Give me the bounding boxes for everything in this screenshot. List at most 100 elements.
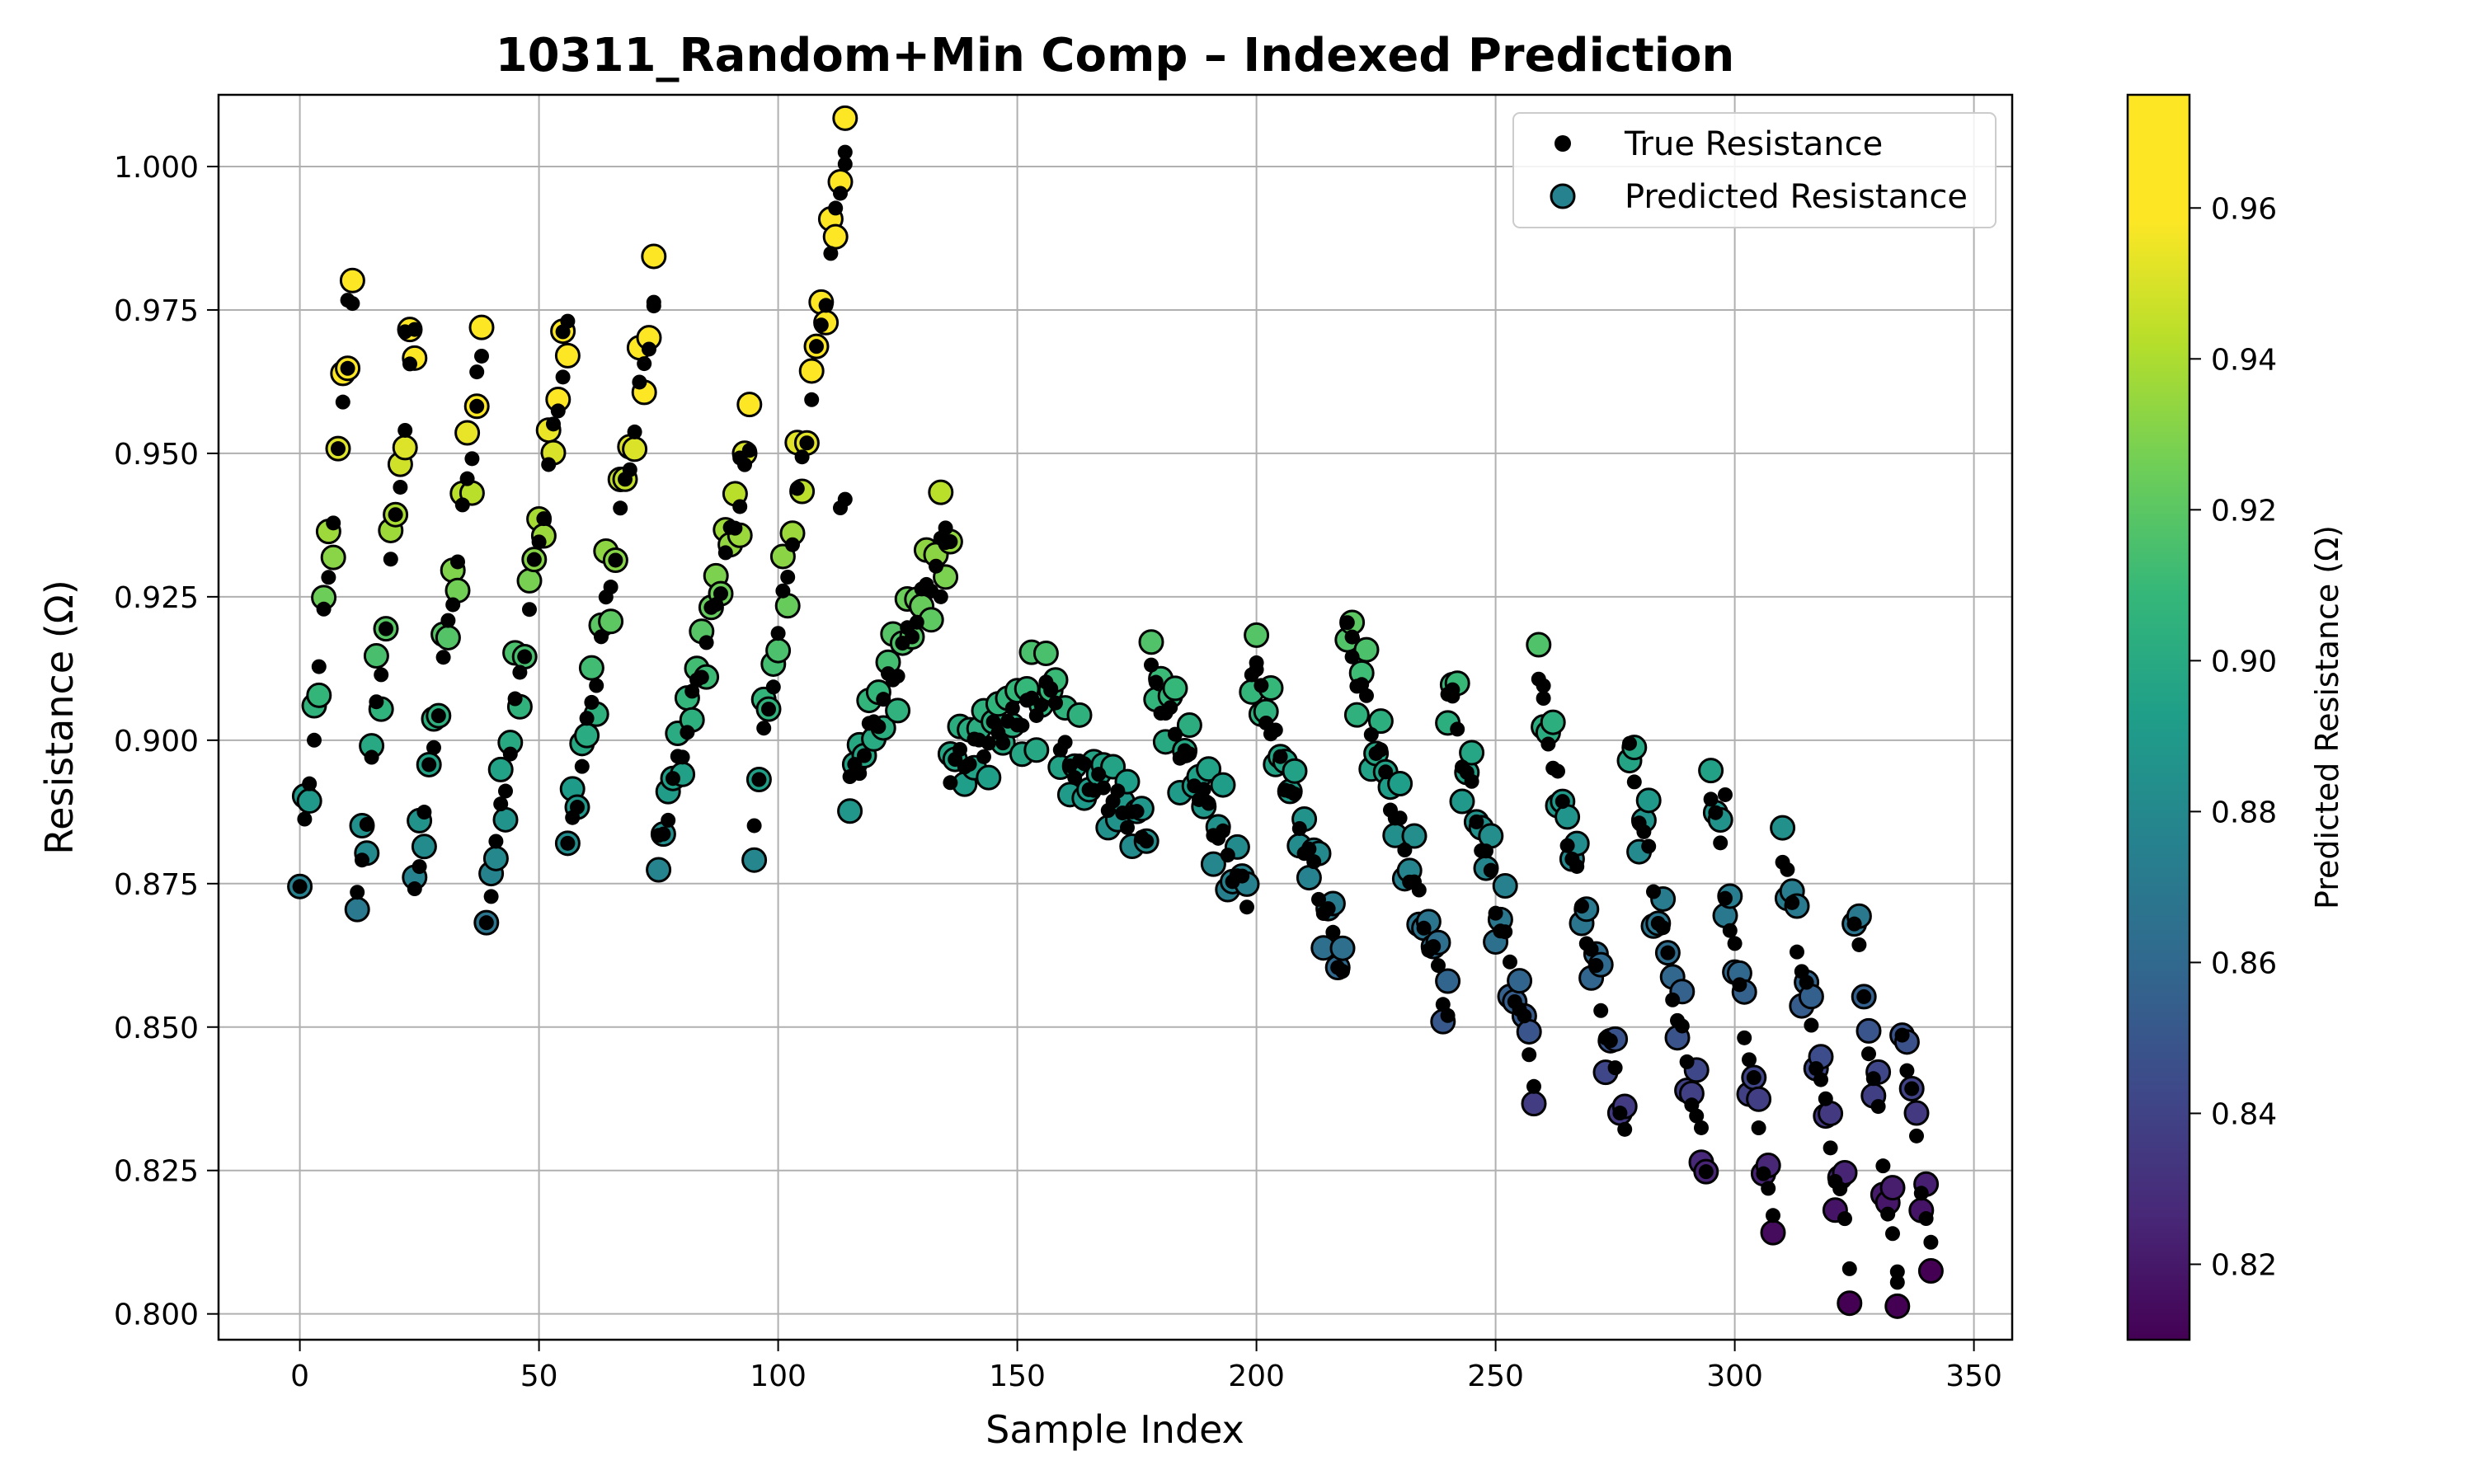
true-point — [785, 537, 800, 552]
true-point — [1703, 791, 1719, 807]
true-point-outlier — [397, 324, 413, 340]
true-point — [1679, 1054, 1695, 1069]
true-point — [775, 583, 791, 599]
y-tick-label: 0.900 — [114, 725, 199, 758]
true-point — [603, 580, 618, 595]
predicted-point — [1837, 1290, 1863, 1317]
true-point — [1732, 977, 1747, 993]
true-point — [1498, 924, 1513, 940]
true-point-outlier — [837, 144, 853, 160]
true-point — [1870, 1099, 1886, 1115]
true-point — [579, 711, 595, 726]
true-point-outlier — [646, 298, 661, 314]
true-point — [469, 398, 485, 414]
predicted-point — [1296, 865, 1322, 891]
true-point — [379, 621, 393, 636]
predicted-point — [1367, 708, 1394, 735]
true-point — [684, 683, 700, 699]
true-point-outlier — [837, 491, 853, 507]
true-point — [1856, 989, 1872, 1004]
true-point — [1091, 767, 1107, 782]
true-point — [1761, 1181, 1776, 1196]
true-point — [637, 356, 652, 372]
true-point — [751, 772, 767, 787]
predicted-point — [976, 764, 1002, 791]
true-point — [1612, 1106, 1628, 1121]
true-point — [1593, 1003, 1609, 1018]
chart-title: 10311_Random+Min Comp – Indexed Predicti… — [496, 29, 1735, 82]
true-point — [397, 422, 413, 438]
true-point — [1698, 1164, 1714, 1180]
true-point — [570, 800, 585, 815]
predicted-point — [1343, 702, 1370, 728]
predicted-point — [765, 637, 792, 664]
predicted-point — [1244, 622, 1270, 648]
true-point — [746, 818, 762, 834]
true-point — [995, 735, 1011, 751]
true-point — [1804, 1017, 1819, 1033]
predicted-point — [306, 682, 332, 708]
true-point — [383, 552, 398, 567]
predicted-point — [492, 806, 519, 833]
true-point — [493, 796, 509, 812]
x-axis-label: Sample Index — [985, 1407, 1244, 1452]
true-point — [952, 741, 967, 757]
y-tick-label: 0.875 — [114, 868, 199, 902]
predicted-point — [1196, 756, 1222, 782]
predicted-point — [736, 392, 763, 418]
true-point — [1144, 657, 1159, 673]
true-point — [1708, 805, 1724, 820]
predicted-point — [1507, 968, 1533, 994]
true-point — [502, 746, 518, 762]
true-point — [584, 694, 600, 710]
true-point — [1272, 749, 1288, 764]
legend-predicted-marker — [1550, 183, 1576, 209]
true-point — [316, 601, 332, 617]
true-point — [1479, 843, 1493, 859]
true-point — [890, 669, 905, 684]
predicted-point — [641, 243, 667, 270]
true-point — [374, 667, 389, 683]
predicted-point — [578, 655, 604, 681]
true-point — [929, 558, 943, 574]
true-point — [675, 749, 690, 765]
true-point-outlier — [340, 293, 355, 308]
true-point — [608, 552, 623, 568]
predicted-point — [1770, 815, 1796, 841]
true-point — [976, 749, 991, 764]
true-point — [1909, 1128, 1924, 1144]
x-axis: 0 50 100 150 200 250 300 350 — [290, 1340, 2002, 1393]
true-point — [1503, 954, 1517, 970]
predicted-point — [1879, 1175, 1906, 1201]
true-point — [1766, 1208, 1780, 1223]
colorbar-tick-label: 0.90 — [2211, 645, 2277, 679]
true-point — [1325, 924, 1341, 940]
true-point — [331, 441, 346, 457]
grid-lines — [219, 95, 2012, 1340]
y-axis-label: Resistance (Ω) — [37, 580, 82, 855]
predicted-point — [344, 896, 370, 923]
true-point — [622, 462, 637, 477]
true-point — [474, 348, 489, 364]
predicted-point — [646, 857, 672, 883]
true-point — [311, 659, 327, 674]
true-point — [1694, 1120, 1709, 1135]
x-tick-label: 0 — [290, 1360, 309, 1393]
true-point — [857, 748, 872, 763]
true-point-outlier — [732, 450, 748, 466]
true-point — [302, 776, 317, 791]
true-point — [1139, 834, 1155, 849]
true-point — [943, 534, 958, 550]
true-point — [1426, 939, 1442, 955]
predicted-point — [1066, 702, 1093, 728]
true-point — [1913, 1186, 1929, 1201]
true-point — [1076, 756, 1092, 772]
true-point — [1751, 1120, 1766, 1136]
predicted-point — [363, 643, 389, 669]
true-point — [823, 246, 839, 261]
true-point — [1354, 677, 1370, 693]
true-point — [526, 552, 542, 567]
true-point — [1196, 782, 1211, 797]
true-point — [698, 635, 714, 650]
true-point — [574, 758, 590, 774]
